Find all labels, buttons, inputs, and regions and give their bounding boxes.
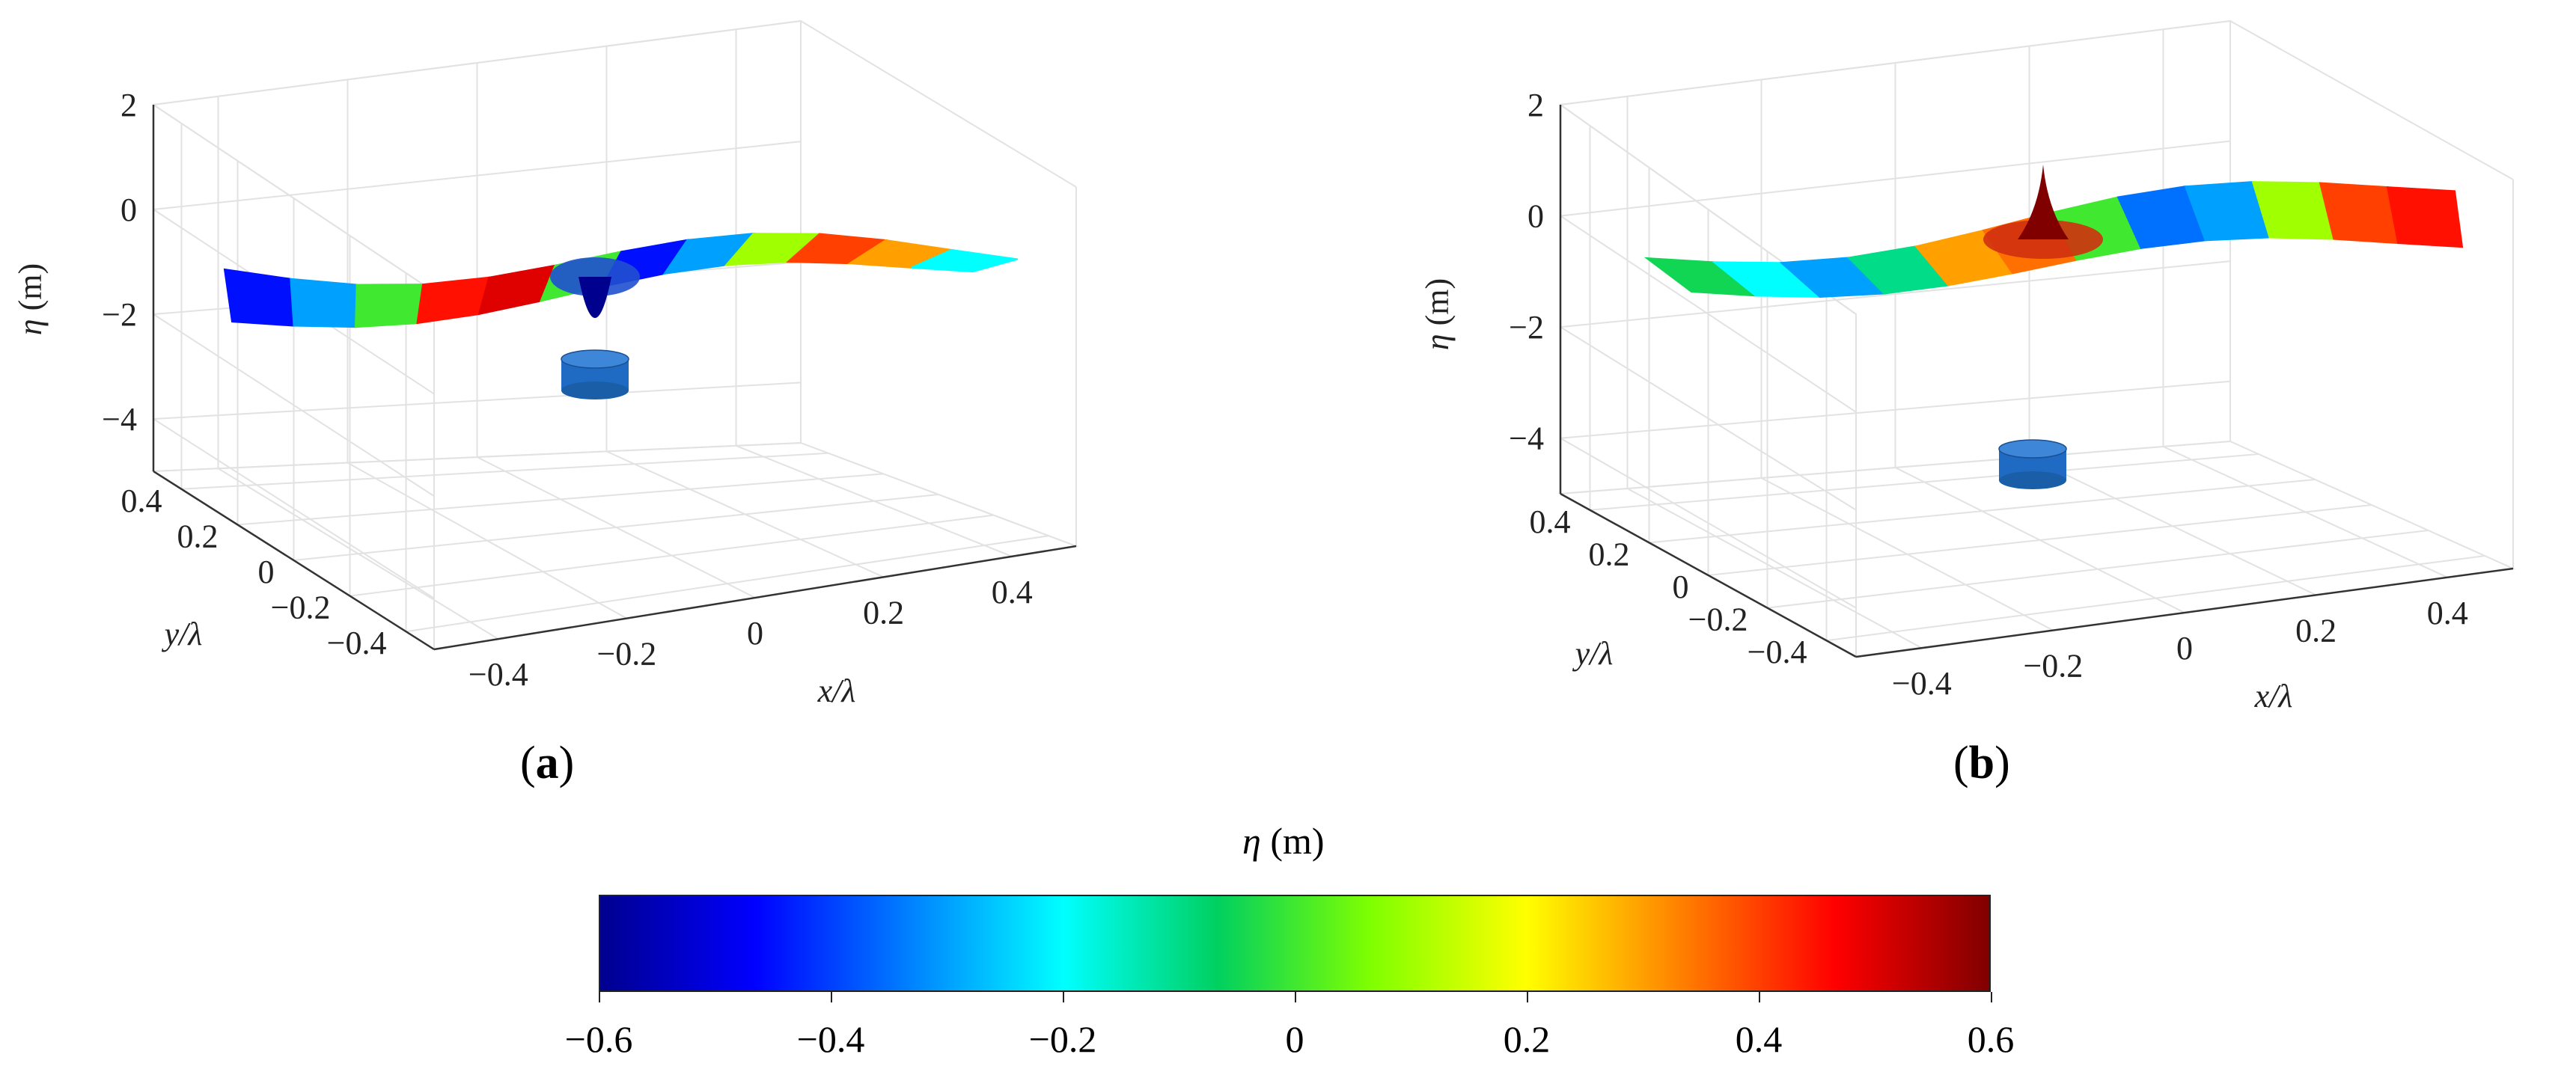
colorbar-tick-label: 0.2 bbox=[1503, 1018, 1551, 1060]
x-tick-label: 0 bbox=[2176, 630, 2193, 667]
wave-surface-strip bbox=[223, 268, 295, 327]
wave-surface-strip bbox=[354, 284, 424, 328]
colorbar-tick-mark bbox=[1295, 992, 1296, 1002]
y-gridline-floor bbox=[181, 452, 828, 490]
z-axis-unit: (m) bbox=[12, 263, 49, 311]
y-tick-label: 0 bbox=[1673, 569, 1689, 605]
z-axis-title: η (m) bbox=[1419, 278, 1456, 350]
z-axis-title: η (m) bbox=[12, 263, 49, 335]
top-right-edge bbox=[800, 20, 1077, 188]
y-tick-label: −0.2 bbox=[1688, 601, 1748, 638]
x-tick-label: −0.2 bbox=[2023, 648, 2083, 685]
peak-feature bbox=[2018, 165, 2069, 239]
wave-surface-strip bbox=[2386, 186, 2464, 248]
cylinder-bottom bbox=[1999, 471, 2066, 489]
x-tick-label: −0.4 bbox=[1892, 665, 1952, 702]
x-axis-title: x/λ bbox=[2254, 678, 2293, 714]
colorbar-tick-label: −0.2 bbox=[1028, 1018, 1097, 1060]
x-tick-label: −0.4 bbox=[468, 656, 528, 693]
x-axis-title: x/λ bbox=[817, 673, 856, 709]
y-gridline-floor bbox=[406, 535, 1049, 633]
z-axis-symbol: η bbox=[1419, 325, 1456, 350]
y-gridline-floor bbox=[350, 514, 994, 597]
x-tick-label: −0.2 bbox=[596, 636, 656, 673]
z-axis-unit: (m) bbox=[1419, 278, 1456, 326]
trough-feature bbox=[579, 277, 611, 318]
panel-label-a: (a) bbox=[520, 738, 575, 788]
z-tick-label: 2 bbox=[120, 87, 137, 123]
z-tick-label: 0 bbox=[1527, 198, 1544, 235]
y-gridline-floor bbox=[1767, 530, 2429, 609]
wave-surface bbox=[223, 232, 1019, 328]
wave-surface-strip bbox=[477, 264, 557, 316]
x-axis-line bbox=[1855, 567, 2514, 658]
z-tick-label: 2 bbox=[1527, 87, 1544, 123]
wave-surface-strip bbox=[911, 248, 1019, 273]
x-tick-label: 0.4 bbox=[992, 574, 1033, 610]
panel-label-b: (b) bbox=[1953, 738, 2010, 788]
y-gridline-floor bbox=[1590, 453, 2259, 511]
x-tick-label: 0.4 bbox=[2427, 595, 2468, 631]
colorbar-tick-mark bbox=[831, 992, 832, 1002]
axis-lines bbox=[152, 105, 1077, 651]
colorbar-tick-label: −0.6 bbox=[564, 1018, 633, 1060]
y-tick-label: −0.2 bbox=[271, 589, 331, 626]
z-axis-symbol: η bbox=[12, 310, 49, 335]
cylinder-bottom bbox=[561, 382, 629, 399]
cylinder-structure bbox=[561, 349, 629, 399]
colorbar-ticks: −0.6 −0.4 −0.2 0 0.2 0.4 0.6 bbox=[565, 992, 2014, 1074]
cylinder-top bbox=[1998, 439, 2067, 459]
y-tick-label: 0.2 bbox=[177, 518, 219, 554]
y-axis-line bbox=[1560, 492, 1857, 658]
x-axis-line bbox=[433, 545, 1077, 651]
z-tick-label: 0 bbox=[120, 192, 137, 228]
wave-surface bbox=[1643, 165, 2464, 298]
y-tick-label: 0.2 bbox=[1589, 536, 1630, 572]
z-tick-label: −4 bbox=[1509, 420, 1544, 457]
y-axis-title: y/λ bbox=[162, 616, 203, 652]
z-tick-label: −2 bbox=[102, 296, 137, 333]
cylinder-top bbox=[561, 349, 629, 369]
colorbar-tick-label: 0 bbox=[1285, 1018, 1304, 1060]
y-axis-line bbox=[153, 470, 435, 651]
chart-panel-b: 20−2−40.40.20−0.2−0.4−0.4 −0.2 0 0.2 0.4η (m… bbox=[1419, 19, 2516, 714]
colorbar-title: η (m) bbox=[1242, 820, 1325, 862]
chart-panel-a: 20−2−40.40.20−0.2−0.4−0.4−0.200.20.4η (m… bbox=[12, 19, 1079, 709]
z-tick-label: −2 bbox=[1509, 309, 1544, 346]
y-axis-title: y/λ bbox=[1572, 635, 1614, 672]
y-gridline-floor bbox=[1826, 555, 2485, 642]
colorbar-tick-label: −0.4 bbox=[796, 1018, 865, 1060]
grid-lines bbox=[1557, 19, 2516, 658]
colorbar bbox=[599, 895, 1991, 992]
colorbar-tick-label: 0.4 bbox=[1735, 1018, 1783, 1060]
colorbar-tick-mark bbox=[1991, 992, 1992, 1002]
wave-surface-strip bbox=[416, 276, 490, 325]
y-tick-label: 0.4 bbox=[1530, 503, 1571, 540]
colorbar-tick-label: 0.6 bbox=[1967, 1018, 2015, 1060]
grid-lines bbox=[150, 19, 1079, 651]
colorbar-tick-mark bbox=[1063, 992, 1064, 1002]
x-tick-label: 0.2 bbox=[863, 594, 904, 631]
y-tick-label: 0.4 bbox=[121, 483, 162, 519]
y-gridline-floor bbox=[1708, 504, 2372, 576]
colorbar-tick-mark bbox=[599, 992, 600, 1002]
colorbar-tick-mark bbox=[1527, 992, 1528, 1002]
y-tick-label: 0 bbox=[258, 554, 275, 590]
y-tick-label: −0.4 bbox=[1748, 634, 1807, 670]
colorbar-tick-mark bbox=[1759, 992, 1760, 1002]
y-gridline-floor bbox=[1649, 479, 2316, 544]
x-tick-label: 0 bbox=[747, 615, 763, 652]
cylinder-structure bbox=[1998, 439, 2067, 489]
y-tick-label: −0.4 bbox=[327, 625, 387, 661]
y-gridline-floor bbox=[293, 494, 939, 561]
axis-lines bbox=[1559, 105, 2514, 658]
top-right-edge bbox=[2229, 20, 2514, 180]
z-tick-label: −4 bbox=[102, 401, 137, 438]
x-tick-label: 0.2 bbox=[2295, 612, 2337, 649]
wave-surface-strip bbox=[290, 278, 358, 328]
y-gridline-floor bbox=[237, 473, 884, 526]
